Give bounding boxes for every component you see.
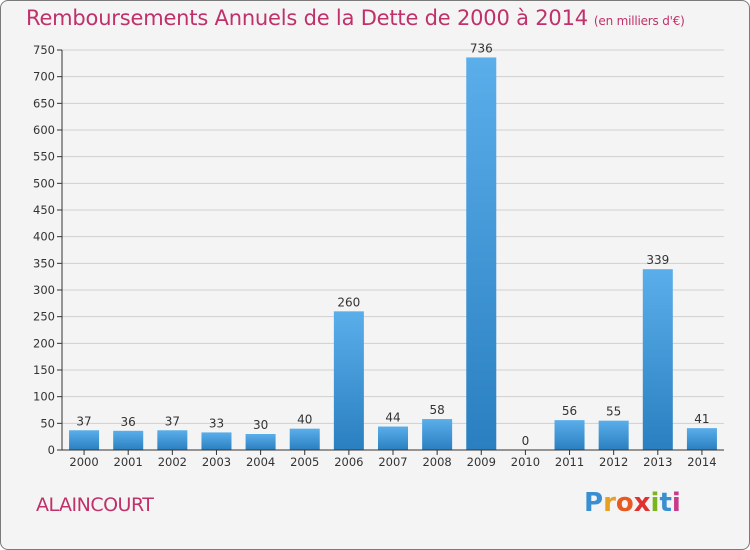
y-tick-label: 600 — [33, 123, 55, 137]
data-label: 55 — [606, 405, 621, 419]
bars — [69, 57, 717, 450]
bar-2000 — [69, 430, 100, 450]
y-tick-label: 500 — [33, 176, 55, 190]
y-tick-label: 700 — [33, 70, 55, 84]
commune-name: ALAINCOURT — [36, 494, 154, 516]
data-label: 33 — [209, 416, 224, 430]
axes — [57, 49, 724, 455]
y-tick-label: 400 — [33, 230, 55, 244]
data-label: 736 — [470, 41, 493, 55]
bar-2008 — [422, 419, 453, 450]
logo-letter: P — [584, 488, 604, 518]
bar-2001 — [113, 430, 144, 450]
x-tick-label: 2003 — [202, 455, 231, 469]
bar-2004 — [245, 434, 276, 450]
data-label: 41 — [694, 412, 709, 426]
data-label: 30 — [253, 418, 268, 432]
bar-2013 — [642, 269, 673, 450]
logo-letter: i — [650, 488, 660, 518]
y-tick-label: 650 — [33, 96, 55, 110]
y-tick-label: 450 — [33, 203, 55, 217]
bar-2011 — [554, 420, 585, 450]
x-tick-label: 2001 — [114, 455, 143, 469]
logo-letter: x — [633, 488, 651, 518]
x-tick-label: 2014 — [687, 455, 716, 469]
x-tick-label: 2005 — [290, 455, 319, 469]
y-tick-label: 100 — [33, 390, 55, 404]
bar-2005 — [289, 428, 320, 450]
grid-lines — [62, 49, 724, 451]
y-tick-label: 350 — [33, 256, 55, 270]
bar-2002 — [157, 430, 188, 450]
x-tick-label: 2002 — [158, 455, 187, 469]
logo-letter: o — [615, 488, 634, 518]
x-tick-label: 2000 — [69, 455, 98, 469]
x-tick-label: 2013 — [643, 455, 672, 469]
data-label: 37 — [76, 414, 91, 428]
y-tick-label: 50 — [40, 416, 55, 430]
y-tick-label: 0 — [48, 443, 55, 457]
proxiti-logo: Proxiti — [584, 488, 681, 518]
chart-subtitle: (en milliers d'€) — [593, 14, 685, 28]
data-label: 44 — [385, 411, 400, 425]
data-label: 40 — [297, 413, 312, 427]
data-label: 260 — [337, 295, 360, 309]
x-tick-label: 2007 — [378, 455, 407, 469]
bar-2003 — [201, 432, 232, 450]
data-label: 339 — [646, 253, 669, 267]
y-tick-label: 250 — [33, 310, 55, 324]
y-tick-label: 550 — [33, 150, 55, 164]
data-label: 56 — [562, 404, 577, 418]
bar-2009 — [466, 57, 497, 450]
x-tick-label: 2008 — [422, 455, 451, 469]
x-tick-label: 2012 — [599, 455, 628, 469]
bar-2007 — [377, 426, 409, 450]
x-tick-label: 2004 — [246, 455, 275, 469]
x-tick-label: 2011 — [555, 455, 584, 469]
logo-letter: t — [659, 488, 672, 518]
data-label: 37 — [165, 414, 180, 428]
x-tick-label: 2009 — [467, 455, 496, 469]
x-tick-label: 2010 — [511, 455, 540, 469]
chart-title-text: Remboursements Annuels de la Dette de 20… — [26, 6, 588, 30]
logo-letter: i — [671, 488, 681, 518]
chart-title: Remboursements Annuels de la Dette de 20… — [26, 6, 685, 30]
labels: 0501001502002503003504004505005506006507… — [33, 41, 717, 469]
bar-2006 — [333, 311, 364, 450]
data-label: 58 — [429, 403, 444, 417]
y-tick-label: 200 — [33, 336, 55, 350]
bar-2012 — [598, 420, 629, 450]
x-tick-label: 2006 — [334, 455, 363, 469]
logo-letter: r — [603, 488, 616, 518]
data-label: 36 — [121, 415, 136, 429]
data-label: 0 — [522, 434, 530, 448]
y-tick-label: 300 — [33, 283, 55, 297]
y-tick-label: 750 — [33, 43, 55, 57]
bar-2014 — [686, 428, 717, 450]
y-tick-label: 150 — [33, 363, 55, 377]
